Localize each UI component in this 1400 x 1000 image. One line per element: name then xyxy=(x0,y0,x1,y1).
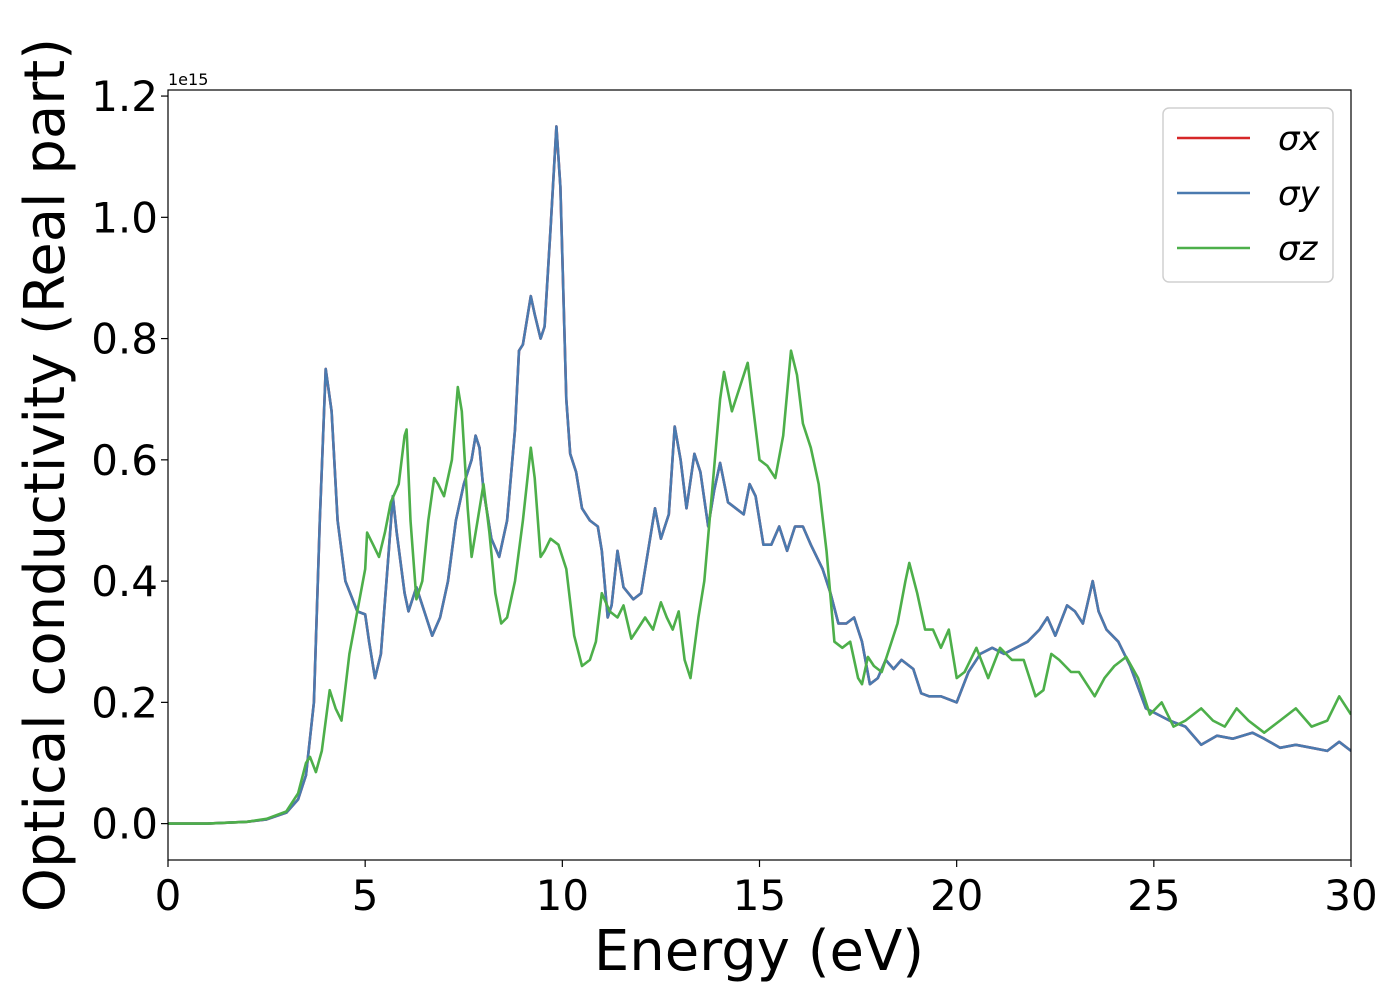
y-offset-label: 1e15 xyxy=(168,70,208,89)
y-tick-label: 0.4 xyxy=(91,557,158,606)
series-layer xyxy=(168,125,1351,825)
legend: σx σy σz xyxy=(1162,107,1334,283)
x-axis-label: Energy (eV) xyxy=(594,919,924,984)
x-axis-ticks: 0 5 10 15 20 25 30 xyxy=(155,860,1378,920)
x-tick-label: 30 xyxy=(1324,871,1377,920)
series-line-2 xyxy=(168,125,1351,825)
x-tick-label: 25 xyxy=(1127,871,1180,920)
y-axis-ticks: 0.0 0.2 0.4 0.6 0.8 1.0 1.2 xyxy=(91,72,168,849)
y-tick-label: 0.6 xyxy=(91,436,158,485)
x-tick-label: 5 xyxy=(352,871,379,920)
y-tick-label: 1.2 xyxy=(91,72,158,121)
x-tick-label: 0 xyxy=(155,871,182,920)
legend-box xyxy=(1162,107,1334,283)
series-line-3 xyxy=(168,349,1351,825)
x-tick-label: 20 xyxy=(930,871,983,920)
y-tick-label: 0.2 xyxy=(91,678,158,727)
legend-label-3: σz xyxy=(1278,229,1319,269)
y-tick-label: 0.0 xyxy=(91,800,158,849)
legend-label-1: σx xyxy=(1278,119,1321,159)
y-axis-label: Optical conductivity (Real part) xyxy=(13,38,78,912)
x-tick-label: 10 xyxy=(536,871,589,920)
x-tick-label: 15 xyxy=(733,871,786,920)
legend-label-2: σy xyxy=(1278,174,1321,214)
y-tick-label: 0.8 xyxy=(91,315,158,364)
y-tick-label: 1.0 xyxy=(91,193,158,242)
